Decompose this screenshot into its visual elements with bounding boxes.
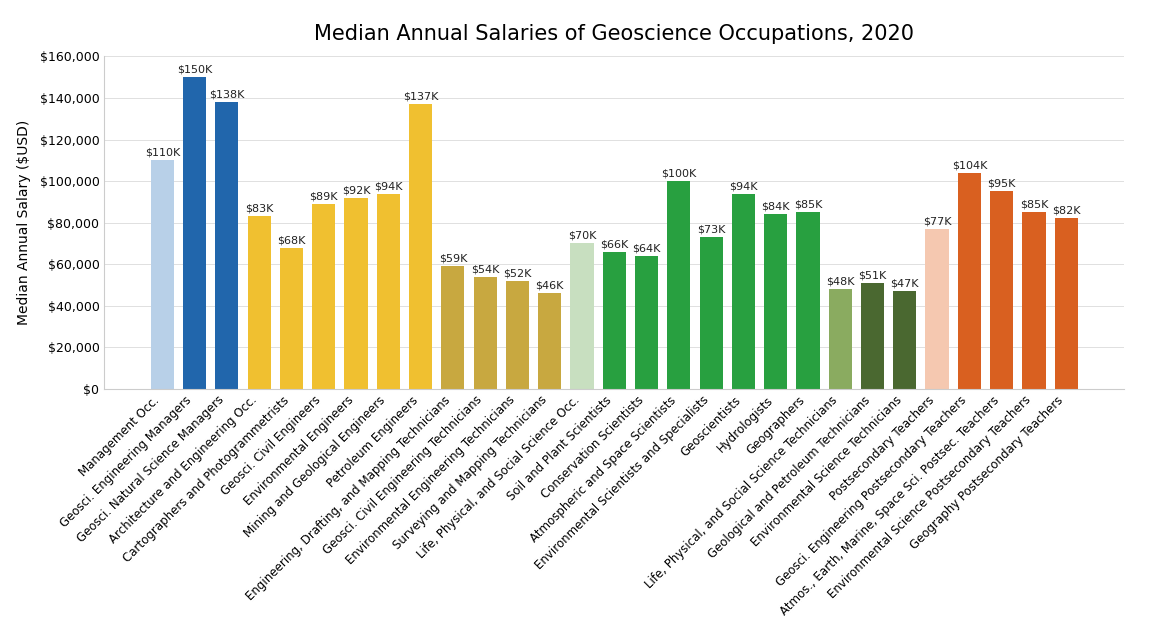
Bar	[635, 256, 658, 389]
Text: $85K: $85K	[794, 200, 822, 209]
Bar	[442, 266, 465, 389]
Title: Median Annual Salaries of Geoscience Occupations, 2020: Median Annual Salaries of Geoscience Occ…	[314, 24, 914, 44]
Text: $89K: $89K	[309, 191, 338, 201]
Text: $104K: $104K	[952, 161, 987, 171]
Bar	[894, 291, 917, 389]
Bar	[216, 102, 239, 389]
Bar	[603, 251, 626, 389]
Text: $59K: $59K	[438, 254, 467, 264]
Bar	[279, 248, 302, 389]
Bar	[764, 214, 787, 389]
Bar	[377, 194, 400, 389]
Text: $95K: $95K	[987, 179, 1016, 189]
Text: $54K: $54K	[471, 264, 500, 274]
Text: $137K: $137K	[403, 92, 438, 102]
Bar	[570, 243, 593, 389]
Text: $51K: $51K	[859, 270, 887, 280]
Text: $66K: $66K	[600, 239, 628, 249]
Text: $52K: $52K	[503, 268, 532, 278]
Bar	[248, 216, 271, 389]
Text: $94K: $94K	[374, 181, 402, 191]
Text: $100K: $100K	[662, 169, 697, 179]
Bar	[796, 212, 819, 389]
Bar	[926, 229, 949, 389]
Text: $64K: $64K	[633, 243, 661, 253]
Text: $84K: $84K	[761, 202, 790, 212]
Bar	[700, 237, 723, 389]
Bar	[731, 194, 755, 389]
Text: $83K: $83K	[245, 204, 274, 214]
Bar	[344, 198, 367, 389]
Bar	[183, 77, 206, 389]
Bar	[861, 283, 884, 389]
Bar	[151, 161, 174, 389]
Bar	[409, 104, 432, 389]
Bar	[829, 289, 852, 389]
Text: $77K: $77K	[923, 216, 952, 226]
Text: $110K: $110K	[145, 148, 180, 158]
Text: $47K: $47K	[890, 278, 919, 288]
Text: $150K: $150K	[177, 65, 212, 75]
Bar	[668, 181, 691, 389]
Bar	[957, 172, 981, 389]
Bar	[990, 191, 1013, 389]
Text: $73K: $73K	[697, 224, 726, 234]
Text: $85K: $85K	[1020, 200, 1048, 209]
Bar	[312, 204, 335, 389]
Bar	[538, 293, 561, 389]
Text: $68K: $68K	[277, 235, 306, 245]
Text: $138K: $138K	[209, 90, 245, 100]
Bar	[505, 281, 529, 389]
Text: $46K: $46K	[535, 281, 564, 291]
Y-axis label: Median Annual Salary ($USD): Median Annual Salary ($USD)	[17, 120, 31, 325]
Text: $70K: $70K	[568, 231, 596, 241]
Text: $92K: $92K	[342, 185, 370, 195]
Text: $48K: $48K	[826, 277, 854, 287]
Text: $94K: $94K	[729, 181, 758, 191]
Bar	[474, 277, 497, 389]
Text: $82K: $82K	[1052, 206, 1080, 216]
Bar	[1022, 212, 1045, 389]
Bar	[1055, 218, 1078, 389]
